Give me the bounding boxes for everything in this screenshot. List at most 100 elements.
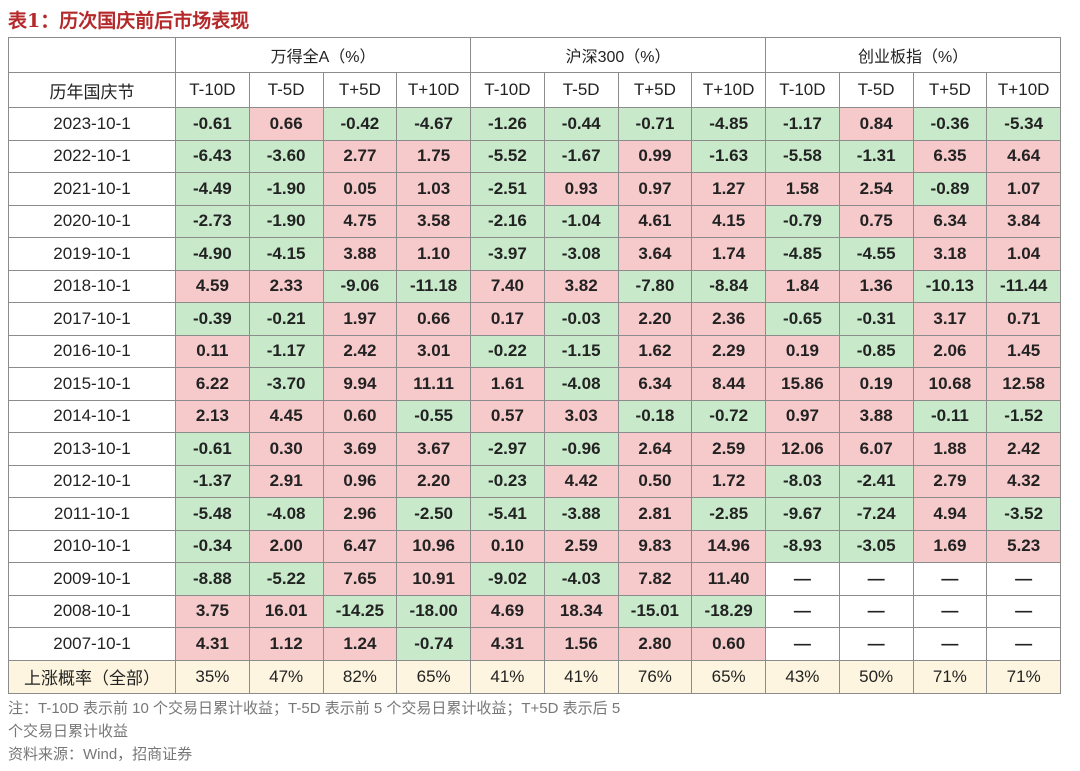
data-table: 万得全A（%） 沪深300（%） 创业板指（%） 历年国庆节 T-10D T-5D T+5D… — [8, 37, 1062, 694]
value-cell: 4.61 — [617, 204, 693, 238]
corner-cell — [8, 37, 176, 73]
value-cell: -18.29 — [691, 594, 767, 628]
data-row: 2020-10-1 -2.73 -1.90 4.75 3.58 -2.16 -1.04 4.6… — [8, 204, 1062, 238]
value-cell: 12.58 — [986, 367, 1062, 401]
value-cell: -4.08 — [248, 497, 324, 531]
summary-cell: 71% — [986, 659, 1062, 694]
value-cell: 2.80 — [617, 627, 693, 661]
value-cell: -1.67 — [543, 139, 619, 173]
value-cell: 0.93 — [543, 172, 619, 206]
value-cell: 2.42 — [986, 432, 1062, 466]
value-cell: 0.19 — [765, 334, 840, 368]
value-cell: 0.97 — [765, 399, 840, 433]
value-cell: 4.31 — [470, 627, 545, 661]
value-cell: -0.36 — [912, 107, 988, 141]
summary-cell: 41% — [543, 659, 619, 694]
summary-row: 上涨概率（全部） 35% 47% 82% 65% 41% 41% 76% 65% 43% 50% 71… — [8, 659, 1062, 694]
value-cell: -6.43 — [175, 139, 250, 173]
value-cell: — — [765, 594, 840, 628]
value-cell: 1.74 — [691, 237, 767, 271]
value-cell: 0.57 — [470, 399, 545, 433]
value-cell: 4.75 — [322, 204, 398, 238]
value-cell: -2.97 — [470, 432, 545, 466]
column-header: T-5D — [248, 72, 324, 108]
value-cell: 1.58 — [765, 172, 840, 206]
note-line: 注：T-10D 表示前 10 个交易日累计收益；T-5D 表示前 5 个交易日累… — [8, 700, 621, 717]
value-cell: -0.21 — [248, 302, 324, 336]
value-cell: — — [912, 594, 988, 628]
value-cell: -2.41 — [838, 464, 914, 498]
value-cell: 9.94 — [322, 367, 398, 401]
summary-cell: 76% — [617, 659, 693, 694]
data-row: 2017-10-1 -0.39 -0.21 1.97 0.66 0.17 -0.03 2.20… — [8, 302, 1062, 336]
value-cell: 11.40 — [691, 562, 767, 596]
value-cell: -1.15 — [543, 334, 619, 368]
summary-cell: 65% — [396, 659, 472, 694]
value-cell: 0.99 — [617, 139, 693, 173]
row-date: 2008-10-1 — [8, 594, 176, 628]
group-header: 万得全A（%） — [174, 37, 472, 73]
value-cell: 16.01 — [248, 594, 324, 628]
row-date: 2012-10-1 — [8, 464, 176, 498]
value-cell: -5.41 — [470, 497, 545, 531]
value-cell: 2.77 — [322, 139, 398, 173]
value-cell: -4.85 — [691, 107, 767, 141]
value-cell: 10.96 — [396, 529, 472, 563]
row-date: 2021-10-1 — [8, 172, 176, 206]
value-cell: -0.74 — [396, 627, 472, 661]
value-cell: 6.22 — [175, 367, 250, 401]
data-row: 2008-10-1 3.75 16.01 -14.25 -18.00 4.69 18.34-… — [8, 594, 1062, 628]
column-header: T+10D — [986, 72, 1062, 108]
row-date: 2016-10-1 — [8, 334, 176, 368]
value-cell: -0.89 — [912, 172, 988, 206]
value-cell: -3.97 — [470, 237, 545, 271]
value-cell: -11.44 — [986, 269, 1062, 303]
row-date: 2007-10-1 — [8, 627, 176, 661]
column-header: T+10D — [396, 72, 472, 108]
value-cell: 1.10 — [396, 237, 472, 271]
value-cell: -4.08 — [543, 367, 619, 401]
value-cell: 3.84 — [986, 204, 1062, 238]
value-cell: 4.15 — [691, 204, 767, 238]
value-cell: 6.07 — [838, 432, 914, 466]
value-cell: 1.84 — [765, 269, 840, 303]
value-cell: -5.34 — [986, 107, 1062, 141]
row-date: 2013-10-1 — [8, 432, 176, 466]
value-cell: 0.50 — [617, 464, 693, 498]
summary-cell: 82% — [322, 659, 398, 694]
value-cell: 10.91 — [396, 562, 472, 596]
value-cell: -5.58 — [765, 139, 840, 173]
value-cell: -14.25 — [322, 594, 398, 628]
value-cell: -0.71 — [617, 107, 693, 141]
value-cell: 1.04 — [986, 237, 1062, 271]
value-cell: 14.96 — [691, 529, 767, 563]
value-cell: 1.62 — [617, 334, 693, 368]
value-cell: 1.07 — [986, 172, 1062, 206]
value-cell: -4.90 — [175, 237, 250, 271]
value-cell: 2.91 — [248, 464, 324, 498]
value-cell: 10.68 — [912, 367, 988, 401]
value-cell: 1.56 — [543, 627, 619, 661]
row-date: 2015-10-1 — [8, 367, 176, 401]
value-cell: -0.65 — [765, 302, 840, 336]
row-date: 2014-10-1 — [8, 399, 176, 433]
row-date: 2023-10-1 — [8, 107, 176, 141]
value-cell: 7.65 — [322, 562, 398, 596]
value-cell: 3.17 — [912, 302, 988, 336]
data-row: 2007-10-1 4.31 1.12 1.24 -0.74 4.31 1.56 2.80 0.… — [8, 627, 1062, 661]
value-cell: -1.90 — [248, 172, 324, 206]
value-cell: 5.23 — [986, 529, 1062, 563]
value-cell: -0.22 — [470, 334, 545, 368]
value-cell: -1.63 — [691, 139, 767, 173]
value-cell: 1.88 — [912, 432, 988, 466]
value-cell: 2.54 — [838, 172, 914, 206]
value-cell: -4.55 — [838, 237, 914, 271]
value-cell: -0.31 — [838, 302, 914, 336]
value-cell: -9.06 — [322, 269, 398, 303]
value-cell: 6.34 — [912, 204, 988, 238]
value-cell: 0.75 — [838, 204, 914, 238]
value-cell: -4.15 — [248, 237, 324, 271]
row-header-label: 历年国庆节 — [8, 72, 176, 108]
